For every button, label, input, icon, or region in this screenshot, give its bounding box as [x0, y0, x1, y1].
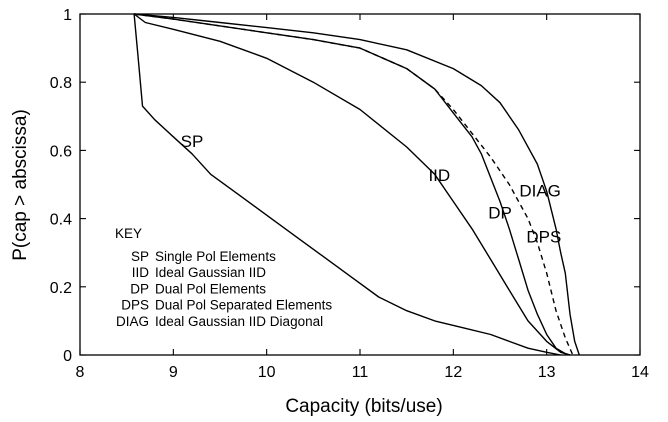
x-tick-label: 8	[76, 364, 85, 381]
key-desc: Dual Pol Separated Elements	[155, 298, 332, 313]
key-desc: Single Pol Elements	[155, 249, 276, 264]
y-tick-label: 1	[63, 7, 72, 24]
curve-label-dp: DP	[488, 204, 512, 223]
x-tick-label: 11	[352, 364, 369, 381]
key-desc: Dual Pol Elements	[155, 281, 266, 296]
key-abbr: DIAG	[116, 314, 149, 329]
curve-dps	[134, 13, 574, 356]
curves	[133, 13, 580, 356]
x-tick-label: 13	[538, 364, 556, 381]
y-tick-label: 0	[63, 348, 72, 365]
key-abbr: IID	[132, 265, 150, 280]
key-desc: Ideal Gaussian IID Diagonal	[155, 314, 323, 329]
key-legend: KEY SP Single Pol Elements IID Ideal Gaussia…	[115, 226, 332, 329]
ticks: 8 9 10 11 12 13 14 0 0.2 0.4 0.6 0.8 1	[50, 7, 649, 381]
y-axis-title: P(cap > abscissa)	[10, 109, 31, 261]
y-tick-label: 0.2	[50, 280, 72, 297]
x-axis-title: Capacity (bits/use)	[285, 396, 442, 417]
curve-diag	[134, 13, 580, 356]
y-tick-label: 0.8	[50, 75, 72, 92]
curve-sp	[133, 13, 561, 356]
key-title: KEY	[115, 226, 142, 241]
curve-labels: SP IID DP DPS DIAG	[181, 132, 562, 246]
key-abbr: DPS	[121, 298, 149, 313]
curve-iid	[133, 13, 571, 356]
key-abbr: SP	[131, 249, 149, 264]
x-tick-label: 12	[444, 364, 462, 381]
curve-label-sp: SP	[181, 132, 204, 151]
x-tick-label: 10	[258, 364, 276, 381]
curve-label-diag: DIAG	[519, 181, 561, 200]
key-desc: Ideal Gaussian IID	[155, 265, 266, 280]
key-abbr: DP	[130, 281, 149, 296]
curve-label-dps: DPS	[526, 227, 561, 246]
x-tick-label: 9	[169, 364, 178, 381]
y-tick-label: 0.6	[50, 143, 72, 160]
y-tick-label: 0.4	[50, 212, 72, 229]
x-tick-label: 14	[631, 364, 649, 381]
curve-dp	[134, 13, 571, 356]
curve-label-iid: IID	[428, 166, 450, 185]
